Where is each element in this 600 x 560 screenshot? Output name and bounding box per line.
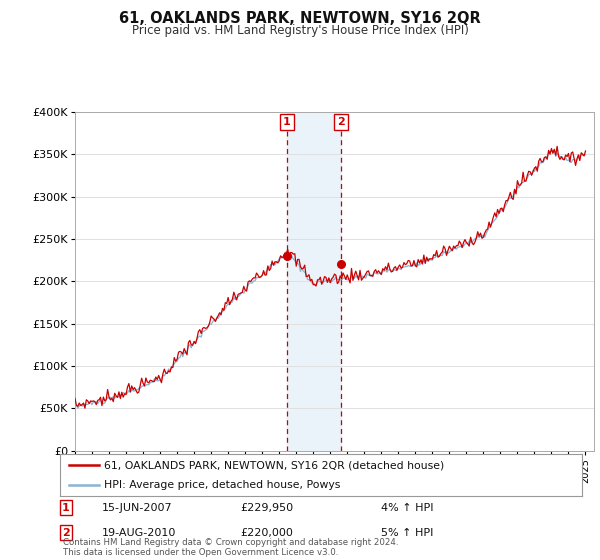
- Text: 15-JUN-2007: 15-JUN-2007: [102, 503, 173, 513]
- Text: Contains HM Land Registry data © Crown copyright and database right 2024.
This d: Contains HM Land Registry data © Crown c…: [63, 538, 398, 557]
- Text: 5% ↑ HPI: 5% ↑ HPI: [381, 528, 433, 538]
- Text: 4% ↑ HPI: 4% ↑ HPI: [381, 503, 433, 513]
- Text: 19-AUG-2010: 19-AUG-2010: [102, 528, 176, 538]
- Text: 1: 1: [62, 503, 70, 513]
- Text: 2: 2: [62, 528, 70, 538]
- Text: 61, OAKLANDS PARK, NEWTOWN, SY16 2QR: 61, OAKLANDS PARK, NEWTOWN, SY16 2QR: [119, 11, 481, 26]
- Text: £229,950: £229,950: [240, 503, 293, 513]
- Text: 61, OAKLANDS PARK, NEWTOWN, SY16 2QR (detached house): 61, OAKLANDS PARK, NEWTOWN, SY16 2QR (de…: [104, 460, 445, 470]
- Text: Price paid vs. HM Land Registry's House Price Index (HPI): Price paid vs. HM Land Registry's House …: [131, 24, 469, 36]
- Bar: [287, 112, 341, 451]
- Text: £220,000: £220,000: [240, 528, 293, 538]
- Text: 2: 2: [337, 117, 345, 127]
- Text: HPI: Average price, detached house, Powys: HPI: Average price, detached house, Powy…: [104, 480, 341, 490]
- Text: 1: 1: [283, 117, 291, 127]
